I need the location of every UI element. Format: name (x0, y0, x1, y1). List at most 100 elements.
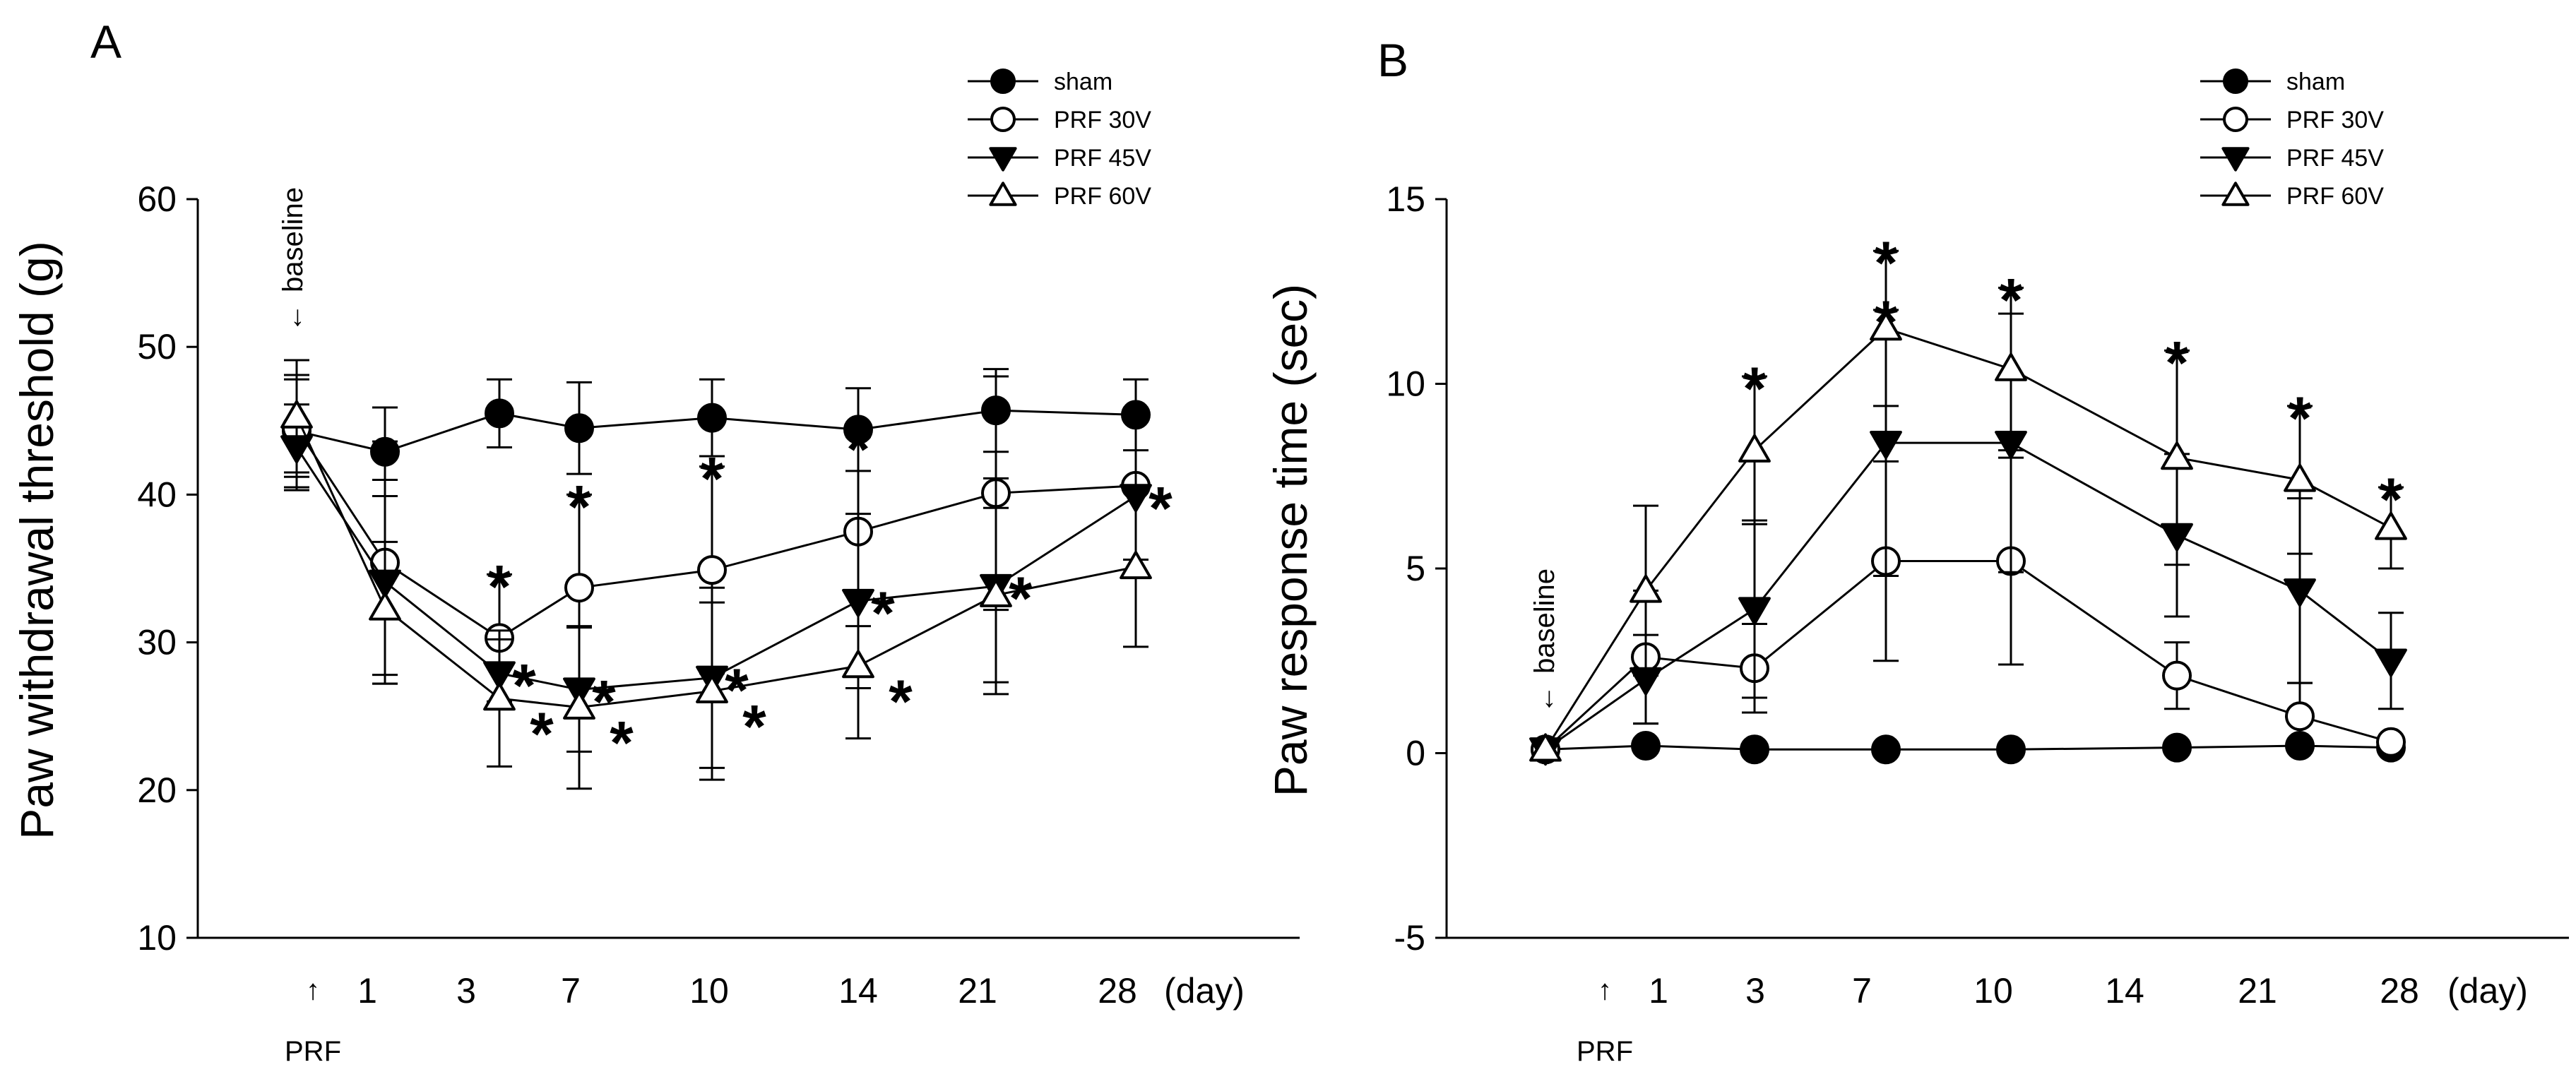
panel-b-legend-item-prf-45v: PRF 45V (2200, 145, 2384, 172)
panel-a-x-tick-label: 14 (838, 971, 878, 1011)
panel-b-legend-marker (2221, 147, 2250, 172)
panel-b-series-prf-30v-line (1544, 560, 2392, 751)
panel-a-significance-star: * (700, 446, 724, 513)
panel-a: A Paw withdrawal threshold (g) 10 20 30 40 5… (11, 16, 1300, 1067)
panel-a-significance-star: * (871, 580, 895, 648)
panel-a-significance-star: * (742, 693, 766, 761)
panel-a-y-tick-label: 40 (137, 475, 177, 514)
panel-b-legend-marker (2221, 181, 2250, 206)
panel-a-tick-labels: 10 20 30 40 50 60 1 3 7 10 14 21 28 (137, 179, 1136, 1011)
panel-b-series-prf-60v (1529, 249, 2407, 762)
panel-b: B Paw response time (sec) -5 0 5 10 15 1 3 7 10 1… (1264, 34, 2569, 1067)
panel-a-series-sham-point (697, 403, 727, 433)
panel-b-x-tick-label: 21 (2238, 971, 2277, 1011)
panel-a-legend-marker (989, 181, 1017, 206)
panel-b-y-tick-label: 15 (1386, 179, 1425, 219)
panel-b-legend-item-prf-60v: PRF 60V (2200, 181, 2384, 210)
panel-b-baseline-label: baseline (1529, 568, 1560, 674)
panel-a-series-prf-30v-point (564, 573, 594, 603)
panel-a-y-tick-label: 30 (137, 623, 177, 662)
panel-a-x-tick-label: 7 (561, 971, 581, 1011)
panel-b-series-prf-45v-point (2375, 648, 2407, 677)
panel-b-series-sham-point (1996, 734, 2026, 765)
panel-b-legend-item-prf-30v: PRF 30V (2200, 107, 2384, 133)
panel-b-series-prf-60v-point (1995, 352, 2027, 381)
panel-b-significance: ******* (1743, 230, 2403, 534)
panel-b-x-tick-label: 14 (2105, 971, 2144, 1011)
panel-b-significance-star: * (1874, 289, 1898, 357)
panel-b-legend-marker (2223, 69, 2248, 94)
panel-b-significance-star: * (1999, 267, 2023, 335)
panel-a-significance-star: * (1148, 475, 1173, 542)
panel-b-y-tick-label: -5 (1394, 918, 1425, 958)
panel-a-legend: sham PRF 30V PRF 45V PRF 60V (968, 69, 1151, 210)
panel-b-series-prf-30v-point (2285, 701, 2315, 732)
panel-b-prf-label: PRF (1577, 1036, 1633, 1067)
panel-a-legend-marker (989, 147, 1017, 172)
panel-b-series-prf-45v-point (2284, 578, 2316, 607)
panel-b-legend-label: PRF 30V (2286, 107, 2384, 133)
panel-b-series-sham-point (1871, 734, 1901, 765)
panel-b-series-prf-45v-point (1870, 430, 1902, 460)
panel-a-x-tick-label: 1 (357, 971, 377, 1011)
panel-a-series-sham-line (296, 409, 1136, 453)
panel-a-series-prf-60v-point (563, 691, 595, 720)
panel-a-baseline-annotation: ← baseline (278, 187, 309, 332)
panel-b-significance-star: * (2379, 466, 2403, 534)
panel-b-y-tick-label: 10 (1386, 364, 1425, 404)
panel-a-significance-star: * (725, 657, 749, 725)
panel-b-series-prf-30v-point (2376, 727, 2406, 757)
panel-b-series-prf-45v-line (1545, 441, 2392, 751)
panel-a-prf-label: PRF (285, 1036, 341, 1067)
panel-a-legend-marker (990, 69, 1016, 94)
panel-a-significance-star: * (530, 701, 554, 768)
panel-a-significance-star: * (567, 473, 591, 541)
panel-a-prf-arrow: ↑ (306, 975, 320, 1006)
panel-a-legend-item-prf-45v: PRF 45V (968, 145, 1151, 172)
panel-b-x-unit-label: (day) (2447, 971, 2528, 1011)
panel-a-significance-star: * (1009, 565, 1033, 633)
panel-b-series-prf-60v-point (1630, 574, 1662, 603)
panel-a-series-prf-60v-point (483, 682, 516, 711)
panel-b-significance-star: * (1743, 355, 1767, 423)
panel-a-x-tick-label: 21 (958, 971, 997, 1011)
panel-b-series-prf-60v-point (1529, 733, 1562, 762)
panel-b-significance-star: * (1874, 230, 1898, 297)
panel-a-series (280, 359, 1152, 790)
panel-b-legend-label: sham (2286, 69, 2345, 95)
panel-b-series-prf-60v-point (2284, 463, 2316, 492)
panel-a-y-tick-label: 20 (137, 770, 177, 810)
panel-b-axes (1435, 198, 2569, 939)
panel-a-significance-star: * (512, 653, 536, 720)
panel-b-series-sham-point (2162, 732, 2192, 763)
panel-a-significance-star: * (610, 710, 634, 778)
panel-b-y-tick-label: 0 (1406, 734, 1425, 773)
panel-b-series-prf-45v-point (1738, 597, 1771, 626)
panel-a-legend-item-prf-60v: PRF 60V (968, 181, 1151, 210)
panel-a-x-unit-label: (day) (1164, 971, 1245, 1011)
panel-a-series-sham-point (564, 413, 594, 443)
panel-a-significance-star: * (889, 668, 913, 736)
panel-a-x-tick-label: 10 (689, 971, 729, 1011)
panel-a-series-prf-60v-line (295, 415, 1136, 709)
panel-b-series-sham (1531, 731, 2406, 765)
panel-a-series-prf-60v-point (1120, 551, 1152, 580)
panel-a-axes (186, 198, 1300, 939)
panel-a-significance-star: * (846, 416, 870, 484)
panel-a-label: A (90, 16, 121, 68)
panel-b-significance-star: * (2288, 385, 2312, 453)
panel-b-prf-arrow: ↑ (1598, 975, 1612, 1006)
panel-b-baseline-arrow: ← (1529, 685, 1560, 713)
panel-a-legend-marker (990, 107, 1016, 132)
panel-a-series-prf-30v-point (697, 555, 727, 585)
panel-a-x-tick-label: 3 (456, 971, 476, 1011)
panel-a-y-tick-label: 10 (137, 918, 177, 958)
panel-a-series-prf-60v-point (842, 650, 874, 679)
panel-b-tick-labels: -5 0 5 10 15 1 3 7 10 14 21 28 (1386, 179, 2418, 1011)
panel-a-series-prf-60v-point (696, 674, 728, 703)
panel-b-series-sham-point (1740, 734, 1769, 765)
panel-b-legend-item-sham: sham (2200, 69, 2345, 95)
panel-b-series-prf-45v (1529, 309, 2407, 766)
panel-a-legend-item-prf-30v: PRF 30V (968, 107, 1151, 133)
